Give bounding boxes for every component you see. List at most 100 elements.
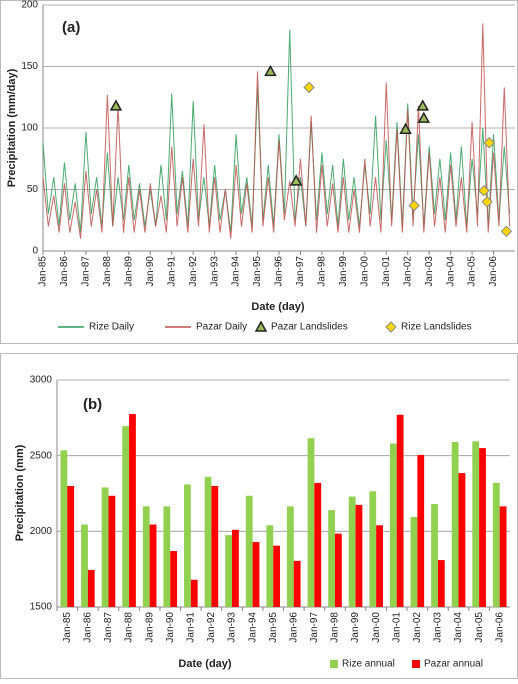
bar: [499, 506, 507, 607]
x-tick-label: Jan-96: [274, 256, 285, 287]
bar: [204, 476, 212, 607]
bar: [184, 484, 191, 607]
bar: [266, 525, 274, 607]
bar: [67, 485, 75, 607]
x-tick-label: Jan-89: [144, 612, 155, 643]
bar: [369, 491, 377, 607]
bar: [458, 473, 466, 607]
bar: [472, 441, 480, 607]
bar: [273, 545, 280, 607]
x-axis-title: Date (day): [251, 301, 305, 313]
x-tick-label: Jan-04: [453, 612, 464, 643]
y-tick-label: 1500: [30, 602, 53, 613]
x-tick-label: Jan-96: [288, 612, 299, 643]
x-tick-label: Jan-99: [350, 612, 361, 643]
x-tick-label: Jan-97: [295, 256, 306, 287]
x-tick-label: Jan-85: [38, 256, 49, 287]
x-tick-label: Jan-89: [123, 256, 134, 287]
x-tick-label: Jan-85: [62, 612, 73, 643]
bar: [479, 448, 486, 607]
x-tick-label: Jan-98: [330, 612, 341, 643]
annotation: (a): [62, 19, 80, 36]
legend-swatch: [330, 660, 338, 668]
x-tick-label: Jan-00: [359, 256, 370, 287]
y-tick-label: 2500: [30, 450, 53, 461]
diamond-marker: [478, 185, 490, 197]
diamond-marker: [385, 321, 397, 333]
x-tick-label: Jan-90: [165, 612, 176, 643]
x-tick-label: Jan-95: [252, 256, 263, 287]
diamond-marker: [500, 225, 513, 238]
bar: [348, 496, 356, 607]
x-tick-label: Jan-87: [81, 256, 92, 287]
bar: [451, 442, 459, 607]
x-tick-label: Jan-00: [371, 612, 382, 643]
bar: [410, 516, 418, 607]
bar: [293, 560, 301, 607]
bar: [101, 487, 109, 607]
triangle-marker: [417, 111, 431, 123]
bar: [225, 535, 233, 607]
legend-label: Rize Landslides: [401, 322, 472, 333]
x-tick-label: Jan-95: [268, 612, 279, 643]
x-tick-label: Jan-05: [467, 256, 478, 287]
bar: [170, 551, 178, 607]
y-tick-label: 0: [32, 246, 38, 257]
x-tick-label: Jan-93: [209, 256, 220, 287]
x-tick-label: Jan-01: [381, 256, 392, 287]
bar: [314, 482, 322, 607]
bar: [190, 579, 198, 607]
bar: [129, 414, 136, 607]
bar: [87, 569, 95, 607]
legend-swatch: [412, 660, 420, 668]
bar: [163, 506, 171, 607]
x-tick-label: Jan-94: [231, 256, 242, 287]
triangle-marker: [264, 64, 277, 77]
bar: [232, 529, 239, 607]
diamond-marker: [481, 196, 493, 208]
triangle-marker: [109, 99, 123, 111]
bar: [396, 414, 404, 607]
bar: [389, 443, 397, 607]
bar: [60, 450, 68, 607]
bar: [149, 524, 157, 607]
y-tick-label: 50: [27, 184, 39, 195]
diamond-marker: [483, 137, 495, 149]
bar: [287, 506, 294, 607]
x-tick-label: Jan-02: [412, 612, 423, 643]
bar: [245, 495, 253, 607]
bar: [122, 426, 130, 607]
triangle-marker: [289, 174, 303, 186]
bar: [334, 533, 342, 607]
x-tick-label: Jan-91: [166, 256, 177, 287]
legend-label: Pazar Daily: [196, 322, 247, 333]
x-tick-label: Jan-88: [102, 256, 113, 287]
y-axis-title: Precipitation (mm/day): [6, 68, 18, 187]
x-tick-label: Jan-87: [103, 612, 114, 643]
panel-frame: [0, 0, 518, 344]
x-tick-label: Jan-98: [317, 256, 328, 287]
x-tick-label: Jan-88: [124, 612, 135, 643]
y-tick-label: 100: [21, 123, 38, 134]
annotation: (b): [83, 396, 102, 413]
y-tick-label: 2000: [30, 526, 53, 537]
diamond-marker: [408, 199, 420, 212]
x-tick-label: Jan-01: [391, 612, 402, 643]
x-tick-label: Jan-92: [206, 612, 217, 643]
x-tick-label: Jan-05: [474, 612, 485, 643]
y-tick-label: 3000: [30, 375, 53, 386]
bar: [431, 504, 438, 607]
legend-label: Rize Daily: [89, 322, 134, 333]
x-tick-label: Jan-97: [309, 612, 320, 643]
x-tick-label: Jan-91: [185, 612, 196, 643]
x-tick-label: Jan-92: [188, 256, 199, 287]
x-tick-label: Jan-03: [433, 612, 444, 643]
diamond-marker: [303, 81, 315, 94]
triangle-marker: [399, 122, 412, 134]
legend-label: Pazar annual: [424, 659, 483, 670]
x-tick-label: Jan-86: [83, 612, 94, 643]
bar: [142, 506, 150, 607]
data-line: [42, 23, 511, 239]
x-tick-label: Jan-06: [488, 256, 499, 287]
